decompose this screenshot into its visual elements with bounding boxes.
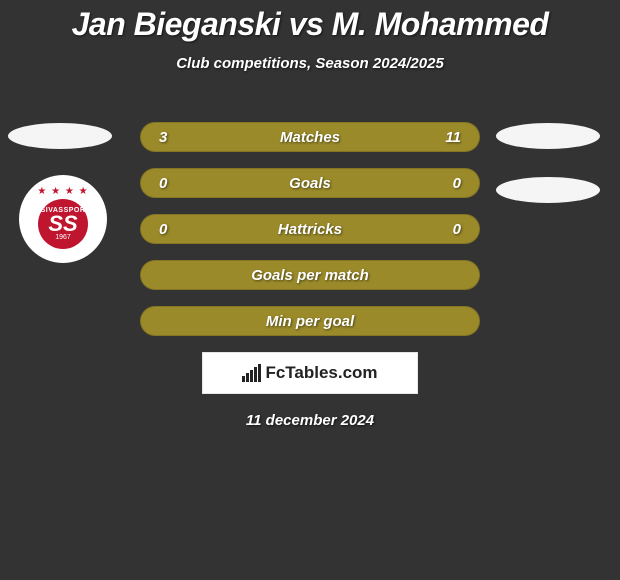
- stat-right-value: 0: [453, 221, 461, 238]
- logo-text: FcTables.com: [265, 363, 377, 383]
- flag-right-placeholder-2: [496, 177, 600, 203]
- stat-row-goals: 0 Goals 0: [140, 168, 480, 198]
- logo-bar: [258, 364, 261, 382]
- stat-left-value: 3: [159, 129, 167, 146]
- badge-inner-circle: SIVASSPOR SS 1967: [38, 199, 88, 249]
- stat-row-goals-per-match: Goals per match: [140, 260, 480, 290]
- badge-stars-icon: ★ ★ ★ ★: [37, 186, 88, 197]
- comparison-title: Jan Bieganski vs M. Mohammed: [0, 0, 620, 43]
- logo-bar: [254, 367, 257, 382]
- stat-label: Min per goal: [141, 313, 479, 330]
- stat-row-hattricks: 0 Hattricks 0: [140, 214, 480, 244]
- flag-left-placeholder: [8, 123, 112, 149]
- stat-left-value: 0: [159, 221, 167, 238]
- stat-label: Goals per match: [141, 267, 479, 284]
- stat-label: Matches: [141, 129, 479, 146]
- club-badge: ★ ★ ★ ★ SIVASSPOR SS 1967: [19, 175, 107, 263]
- logo-bar: [250, 370, 253, 382]
- stat-label: Hattricks: [141, 221, 479, 238]
- stat-label: Goals: [141, 175, 479, 192]
- stat-row-matches: 3 Matches 11: [140, 122, 480, 152]
- badge-year: 1967: [55, 234, 71, 241]
- logo-bars-icon: [242, 364, 261, 382]
- date-label: 11 december 2024: [140, 412, 480, 429]
- subtitle: Club competitions, Season 2024/2025: [0, 55, 620, 72]
- flag-right-placeholder-1: [496, 123, 600, 149]
- stat-left-value: 0: [159, 175, 167, 192]
- stat-right-value: 11: [445, 129, 461, 146]
- stat-row-min-per-goal: Min per goal: [140, 306, 480, 336]
- stat-right-value: 0: [453, 175, 461, 192]
- logo-bar: [246, 373, 249, 382]
- source-logo-box: FcTables.com: [202, 352, 418, 394]
- logo-bar: [242, 376, 245, 382]
- stat-rows-container: 3 Matches 11 0 Goals 0 0 Hattricks 0 Goa…: [140, 122, 480, 429]
- badge-monogram: SS: [48, 215, 77, 233]
